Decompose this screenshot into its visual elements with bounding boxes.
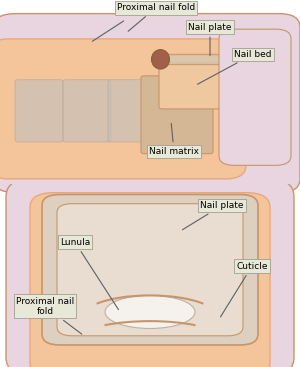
Ellipse shape xyxy=(152,50,169,69)
Text: Nail plate: Nail plate xyxy=(182,201,244,230)
FancyBboxPatch shape xyxy=(63,80,111,142)
Ellipse shape xyxy=(105,295,195,328)
Text: Proximal nail
fold: Proximal nail fold xyxy=(16,297,82,334)
FancyBboxPatch shape xyxy=(15,80,63,142)
FancyBboxPatch shape xyxy=(6,178,294,367)
Text: Nail plate: Nail plate xyxy=(188,23,232,55)
FancyBboxPatch shape xyxy=(219,29,291,165)
FancyBboxPatch shape xyxy=(108,80,150,142)
Text: Proximal nail fold: Proximal nail fold xyxy=(117,3,195,31)
FancyBboxPatch shape xyxy=(57,204,243,336)
FancyBboxPatch shape xyxy=(0,39,246,179)
FancyBboxPatch shape xyxy=(159,62,249,109)
FancyBboxPatch shape xyxy=(42,195,258,345)
Text: Nail bed: Nail bed xyxy=(197,50,272,84)
FancyBboxPatch shape xyxy=(30,193,270,367)
FancyBboxPatch shape xyxy=(0,14,300,193)
Polygon shape xyxy=(156,54,255,64)
Text: Cuticle: Cuticle xyxy=(220,262,268,317)
Text: Lunula: Lunula xyxy=(60,238,118,310)
Text: Nail matrix: Nail matrix xyxy=(149,123,199,156)
FancyBboxPatch shape xyxy=(141,76,213,154)
